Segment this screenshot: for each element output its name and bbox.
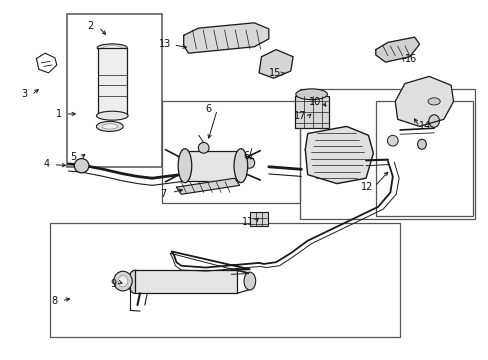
Text: 13: 13 xyxy=(159,39,171,49)
Text: 8: 8 xyxy=(52,296,58,306)
Polygon shape xyxy=(259,50,292,78)
Text: 1: 1 xyxy=(56,109,61,119)
Bar xyxy=(184,150,241,181)
Bar xyxy=(50,223,399,337)
Text: 15: 15 xyxy=(268,68,281,78)
Polygon shape xyxy=(394,76,453,126)
Polygon shape xyxy=(183,23,268,53)
Text: 14: 14 xyxy=(418,121,430,131)
Bar xyxy=(67,14,162,167)
Text: 16: 16 xyxy=(404,54,416,64)
Ellipse shape xyxy=(244,272,255,290)
Ellipse shape xyxy=(244,157,254,168)
Ellipse shape xyxy=(114,271,132,291)
Text: 10: 10 xyxy=(308,97,321,107)
Text: 17: 17 xyxy=(293,111,305,121)
Bar xyxy=(300,89,474,219)
Ellipse shape xyxy=(96,111,128,120)
Ellipse shape xyxy=(102,124,117,129)
Ellipse shape xyxy=(128,270,142,293)
Bar xyxy=(250,212,267,226)
Ellipse shape xyxy=(427,98,439,105)
Ellipse shape xyxy=(234,149,247,183)
Ellipse shape xyxy=(417,139,426,149)
Text: 6: 6 xyxy=(204,104,211,114)
Ellipse shape xyxy=(386,135,397,146)
Text: 7: 7 xyxy=(160,189,166,199)
Ellipse shape xyxy=(295,89,327,100)
Bar xyxy=(375,102,472,216)
Text: 2: 2 xyxy=(86,21,93,31)
Text: 5: 5 xyxy=(70,152,76,162)
Text: 12: 12 xyxy=(360,182,372,192)
Polygon shape xyxy=(176,178,239,194)
Text: 3: 3 xyxy=(21,89,28,99)
Bar xyxy=(294,96,328,128)
Ellipse shape xyxy=(103,46,121,50)
Ellipse shape xyxy=(96,121,123,131)
Ellipse shape xyxy=(118,275,127,287)
Ellipse shape xyxy=(428,115,439,127)
Bar xyxy=(135,270,237,293)
Text: 11: 11 xyxy=(242,217,254,227)
Ellipse shape xyxy=(97,44,127,52)
Polygon shape xyxy=(305,126,372,184)
Ellipse shape xyxy=(198,143,208,153)
Ellipse shape xyxy=(74,158,89,173)
Polygon shape xyxy=(375,37,419,62)
Ellipse shape xyxy=(178,149,191,183)
Text: 9: 9 xyxy=(110,279,116,289)
Bar xyxy=(98,48,126,116)
Text: 4: 4 xyxy=(43,159,50,169)
Bar xyxy=(162,102,300,203)
Text: 6: 6 xyxy=(244,151,249,161)
